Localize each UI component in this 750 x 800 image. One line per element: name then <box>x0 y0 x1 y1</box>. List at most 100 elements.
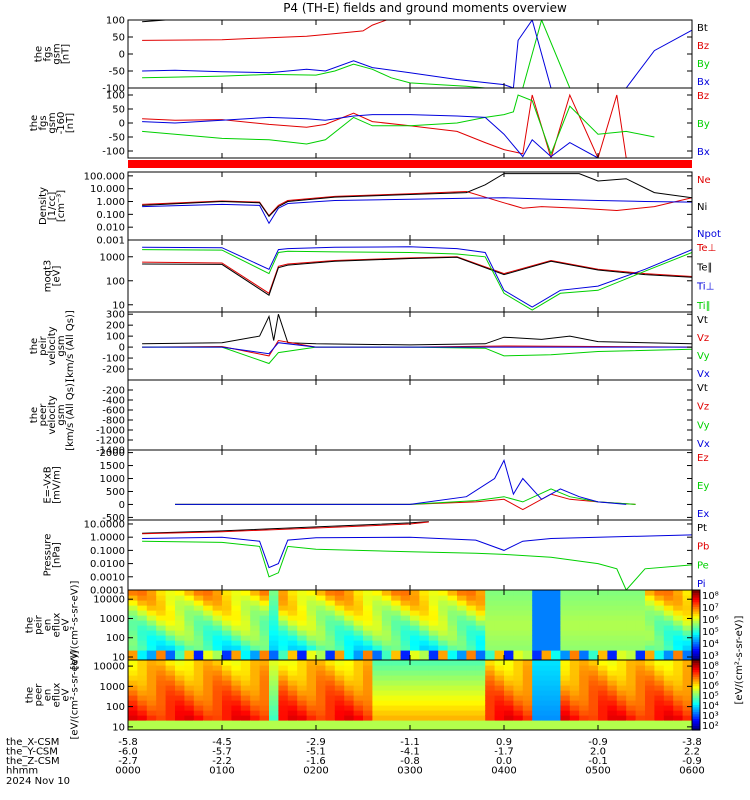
spectrogram-cell <box>278 640 289 646</box>
spectrogram-cell <box>673 635 684 641</box>
spectrogram-cell <box>128 595 138 601</box>
spectrogram-cell <box>184 680 195 686</box>
spectrogram-cell <box>334 660 345 666</box>
legend-entry: Pt <box>697 523 707 534</box>
spectrogram-cell <box>381 650 392 656</box>
spectrogram-cell <box>410 675 420 681</box>
spectrogram-cell <box>297 680 308 686</box>
spectrogram-cell <box>353 670 364 676</box>
spectrogram-cell <box>250 625 261 631</box>
spectrogram-cell <box>551 600 561 606</box>
spectrogram-cell <box>344 665 355 671</box>
spectrogram-cell <box>381 715 392 721</box>
spectrogram-cell <box>579 715 590 721</box>
spectrogram-cell <box>212 725 223 730</box>
spectrogram-cell <box>175 645 185 651</box>
spectrogram-cell <box>128 650 138 656</box>
spectrogram-cell <box>626 700 637 706</box>
legend-entry: Ey <box>697 481 709 492</box>
spectrogram-cell <box>673 685 684 691</box>
spectrogram-cell <box>259 665 270 671</box>
spectrogram-cell <box>222 710 232 716</box>
spectrogram-cell <box>372 610 383 616</box>
spectrogram-cell <box>626 640 637 646</box>
legend-entry: Te∥ <box>696 262 713 273</box>
legend-entry: Ex <box>697 509 709 520</box>
spectrogram-cell <box>654 720 665 726</box>
spectrogram-cell <box>654 615 665 621</box>
spectrogram-cell <box>532 635 543 641</box>
spectrogram-cell <box>475 615 486 621</box>
spectrogram-cell <box>457 670 467 676</box>
spectrogram-cell <box>522 705 533 711</box>
spectrogram-cell <box>212 690 223 696</box>
spectrogram-cell <box>400 615 411 621</box>
spectrogram-cell <box>504 645 514 651</box>
spectrogram-cell <box>607 720 618 726</box>
spectrogram-cell <box>344 680 355 686</box>
spectrogram-cell <box>598 605 608 611</box>
spectrogram-cell <box>419 700 430 706</box>
spectrogram-cell <box>297 665 308 671</box>
spectrogram-cell <box>297 620 308 626</box>
spectrogram-cell <box>175 655 185 660</box>
spectrogram-cell <box>447 595 458 601</box>
spectrogram-cell <box>391 715 402 721</box>
spectrogram-cell <box>269 670 279 676</box>
spectrogram-cell <box>193 690 204 696</box>
spectrogram-cell <box>306 595 317 601</box>
y-axis-label: en <box>43 619 54 632</box>
spectrogram-cell <box>504 625 514 631</box>
spectrogram-cell <box>156 625 167 631</box>
spectrogram-cell <box>682 675 692 681</box>
y-axis-label: velocity <box>47 395 58 434</box>
spectrogram-cell <box>616 680 627 686</box>
spectrogram-cell <box>579 725 590 730</box>
spectrogram-cell <box>212 695 223 701</box>
colorbar-tick-label: 10⁶ <box>702 615 719 626</box>
spectrogram-cell <box>381 640 392 646</box>
spectrogram-cell <box>372 625 383 631</box>
spectrogram-cell <box>673 615 684 621</box>
spectrogram-cell <box>532 655 543 660</box>
spectrogram-cell <box>325 610 336 616</box>
spectrogram-cell <box>494 655 505 660</box>
spectrogram-cell <box>598 725 608 730</box>
spectrogram-cell <box>447 640 458 646</box>
spectrogram-cell <box>137 660 148 666</box>
spectrogram-cell <box>635 590 646 596</box>
spectrogram-cell <box>391 625 402 631</box>
spectrogram-cell <box>372 630 383 636</box>
spectrogram-cell <box>372 635 383 641</box>
colorbar-cell <box>692 706 700 710</box>
spectrogram-cell <box>560 620 571 626</box>
spectrogram-cell <box>532 645 543 651</box>
spectrogram-cell <box>419 610 430 616</box>
spectrogram-cell <box>579 720 590 726</box>
spectrogram-cell <box>598 635 608 641</box>
y-axis-label: [eV/(cm²-s-sr-eV)] <box>70 650 81 739</box>
y-axis-label: [eV/(cm²-s-sr-eV)] <box>70 580 81 669</box>
spectrogram-cell <box>287 675 298 681</box>
spectrogram-cell <box>222 685 232 691</box>
spectrogram-cell <box>344 705 355 711</box>
spectrogram-cell <box>541 715 552 721</box>
spectrogram-cell <box>269 665 279 671</box>
spectrogram-cell <box>175 700 185 706</box>
spectrogram-cell <box>240 675 251 681</box>
spectrogram-cell <box>400 620 411 626</box>
spectrogram-cell <box>485 610 496 616</box>
spectrogram-cell <box>419 640 430 646</box>
spectrogram-cell <box>682 710 692 716</box>
spectrogram-cell <box>156 650 167 656</box>
series-line-By <box>142 20 571 88</box>
spectrogram-cell <box>635 705 646 711</box>
spectrogram-cell <box>297 600 308 606</box>
spectrogram-cell <box>475 625 486 631</box>
spectrogram-cell <box>410 640 420 646</box>
spectrogram-cell <box>400 595 411 601</box>
spectrogram-cell <box>607 625 618 631</box>
spectrogram-cell <box>513 715 524 721</box>
colorbar-tick-label: 10⁸ <box>702 661 719 672</box>
